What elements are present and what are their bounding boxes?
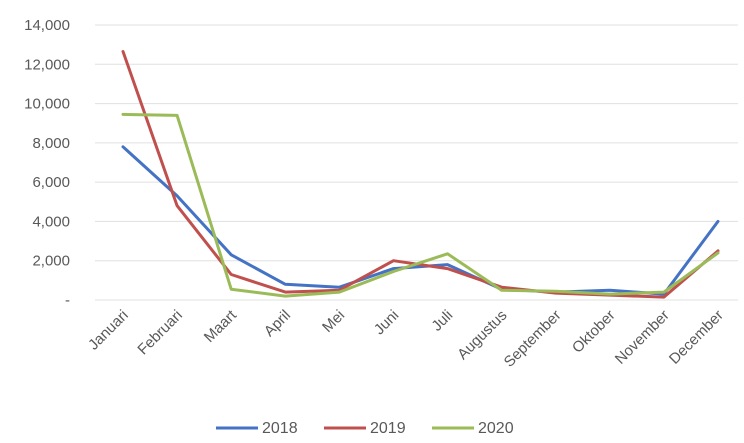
series-line-2020 xyxy=(121,112,720,298)
y-tick-label: 4,000 xyxy=(32,213,70,230)
y-tick-label: 8,000 xyxy=(32,135,70,152)
x-tick-label: September xyxy=(501,307,565,371)
y-tick-label: 14,000 xyxy=(24,17,70,34)
legend-label-2018: 2018 xyxy=(262,420,298,437)
y-tick-label: 2,000 xyxy=(32,253,70,270)
x-tick-label: Juni xyxy=(371,307,402,338)
series-line-2018 xyxy=(121,145,720,296)
y-axis-tick-labels: - 2,000 4,000 6,000 8,000 10,000 12,000 14,000 xyxy=(24,17,70,309)
x-tick-label: Januari xyxy=(85,307,132,354)
series-lines xyxy=(121,50,720,299)
legend: 2018 2019 2020 xyxy=(216,420,514,437)
x-tick-label: Augustus xyxy=(454,307,510,363)
x-tick-label: December xyxy=(666,307,727,368)
y-tick-label: 12,000 xyxy=(24,56,70,73)
y-tick-label: 6,000 xyxy=(32,174,70,191)
x-axis-tick-labels: Januari Februari Maart April Mei Juni JuliAugu… xyxy=(85,306,727,370)
x-tick-label: November xyxy=(612,307,673,368)
x-tick-label: Maart xyxy=(201,306,241,346)
x-tick-label: Juli xyxy=(428,307,456,335)
legend-label-2020: 2020 xyxy=(478,420,514,437)
x-tick-label: April xyxy=(261,307,294,340)
x-tick-label: Februari xyxy=(134,307,186,359)
y-tick-label: - xyxy=(65,292,70,309)
y-tick-label: 10,000 xyxy=(24,96,70,113)
x-tick-label: Oktober xyxy=(569,307,619,357)
legend-label-2019: 2019 xyxy=(370,420,406,437)
x-tick-label: Mei xyxy=(319,307,348,336)
